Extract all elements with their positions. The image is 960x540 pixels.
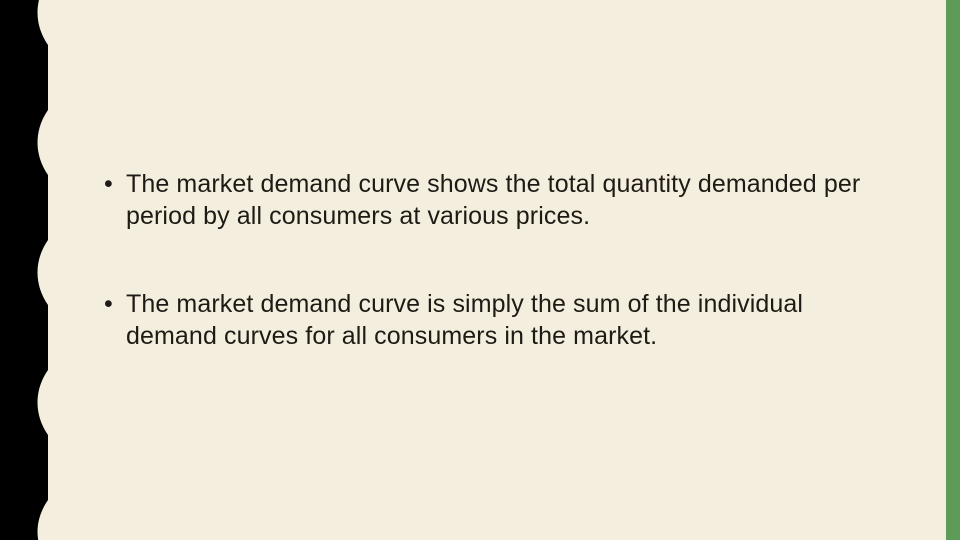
bullet-list: The market demand curve shows the total … <box>100 168 880 352</box>
right-accent-bar <box>946 0 960 540</box>
bullet-item: The market demand curve is simply the su… <box>100 288 880 352</box>
bullet-item: The market demand curve shows the total … <box>100 168 880 232</box>
left-black-panel <box>0 0 48 540</box>
slide: The market demand curve shows the total … <box>0 0 960 540</box>
content-area: The market demand curve shows the total … <box>100 168 880 408</box>
